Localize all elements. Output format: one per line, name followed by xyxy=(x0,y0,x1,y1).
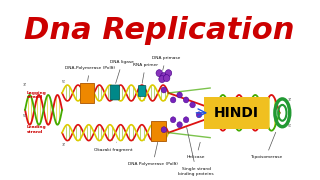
Circle shape xyxy=(170,97,176,103)
Circle shape xyxy=(177,92,182,98)
Circle shape xyxy=(161,87,167,93)
Circle shape xyxy=(183,97,189,103)
Circle shape xyxy=(177,122,182,128)
Circle shape xyxy=(159,76,165,83)
Text: 3': 3' xyxy=(288,98,292,102)
Text: 5': 5' xyxy=(62,80,66,84)
Text: DNA Polymerase (Polδ): DNA Polymerase (Polδ) xyxy=(128,142,178,166)
Text: 5': 5' xyxy=(23,114,27,118)
FancyBboxPatch shape xyxy=(110,85,119,100)
Text: Dna Replication: Dna Replication xyxy=(24,16,294,45)
Text: RNA primer: RNA primer xyxy=(133,63,158,83)
Text: DNA-Polymerase (Polδ): DNA-Polymerase (Polδ) xyxy=(65,66,115,81)
Text: 5': 5' xyxy=(288,124,292,128)
Text: 3': 3' xyxy=(23,83,27,87)
FancyBboxPatch shape xyxy=(151,121,166,141)
Circle shape xyxy=(161,73,167,80)
Text: DNA ligase: DNA ligase xyxy=(110,60,134,83)
Circle shape xyxy=(183,117,189,123)
Circle shape xyxy=(156,70,163,77)
Circle shape xyxy=(170,117,176,123)
Text: Okazaki fragment: Okazaki fragment xyxy=(94,142,132,152)
Circle shape xyxy=(164,75,170,82)
FancyBboxPatch shape xyxy=(204,97,269,129)
Circle shape xyxy=(161,127,167,133)
Circle shape xyxy=(165,70,172,77)
Text: Leading
strand: Leading strand xyxy=(27,125,46,134)
Text: 3': 3' xyxy=(62,143,66,147)
Text: Topoisomerase: Topoisomerase xyxy=(250,132,282,159)
FancyBboxPatch shape xyxy=(80,83,94,103)
Text: Lagging
strand: Lagging strand xyxy=(27,91,47,99)
FancyBboxPatch shape xyxy=(139,86,146,96)
Text: Single strand
binding proteins: Single strand binding proteins xyxy=(179,127,214,176)
Text: HINDI: HINDI xyxy=(214,106,259,120)
Text: Helicase: Helicase xyxy=(187,142,205,159)
Text: DNA primase: DNA primase xyxy=(152,56,180,70)
Circle shape xyxy=(196,112,202,118)
Circle shape xyxy=(190,102,195,108)
